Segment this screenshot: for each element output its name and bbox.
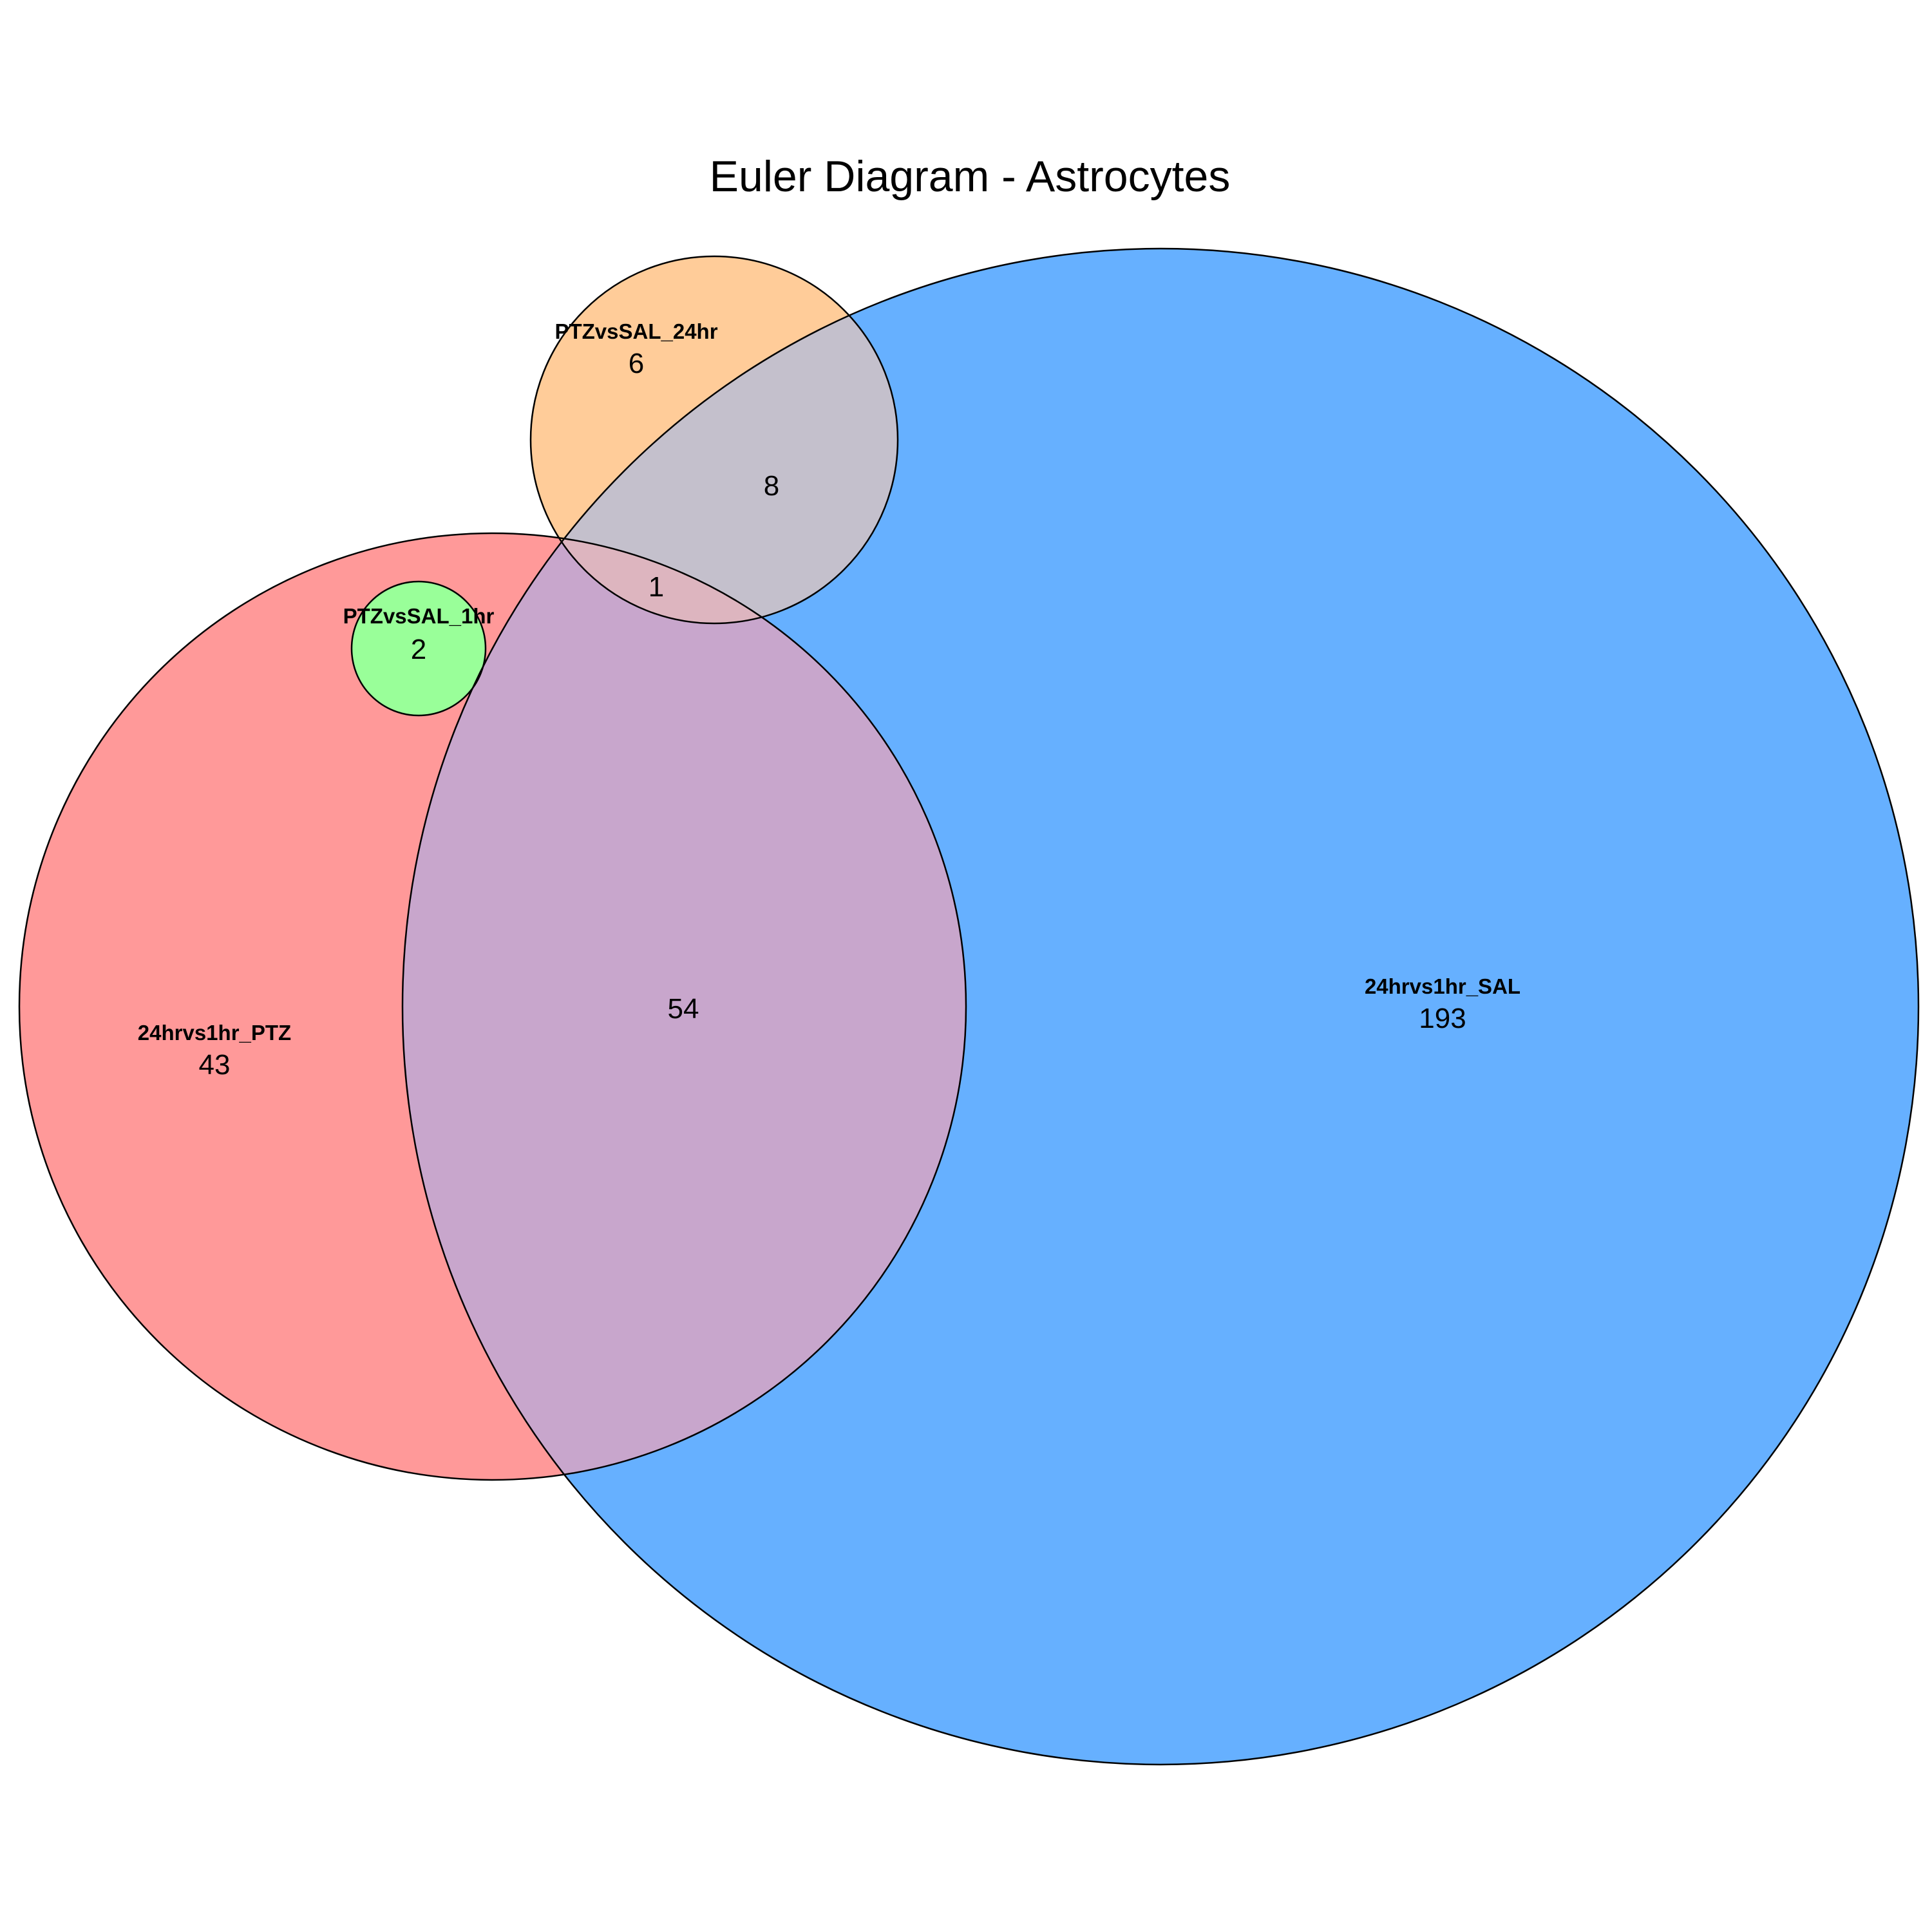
set-label-24hrvs1hr-ptz: 24hrvs1hr_PTZ <box>138 1021 291 1045</box>
count-ptzvssal-24hr-only: 6 <box>629 348 644 379</box>
count-24hrvs1hr-sal-only: 193 <box>1419 1003 1466 1034</box>
set-outlines <box>18 247 1920 1766</box>
count-intersection-sal-24hr: 8 <box>764 470 779 502</box>
set-circle-24hrvs1hr-sal <box>402 249 1918 1765</box>
count-intersection-ptz-sal-24hr: 1 <box>649 571 664 603</box>
count-intersection-ptz-sal: 54 <box>668 993 699 1025</box>
set-label-ptzvssal-24hr: PTZvsSAL_24hr <box>554 319 717 343</box>
intersection-ptz-sal-region <box>402 533 966 1480</box>
set-label-ptzvssal-1hr: PTZvsSAL_1hr <box>343 604 495 628</box>
set-label-24hrvs1hr-sal: 24hrvs1hr_SAL <box>1365 974 1520 998</box>
diagram-title: Euler Diagram - Astrocytes <box>710 152 1231 201</box>
count-24hrvs1hr-ptz-only: 43 <box>199 1049 231 1081</box>
count-ptzvssal-1hr-only: 2 <box>411 634 426 665</box>
set-circle-ptzvssal-1hr <box>352 582 486 715</box>
